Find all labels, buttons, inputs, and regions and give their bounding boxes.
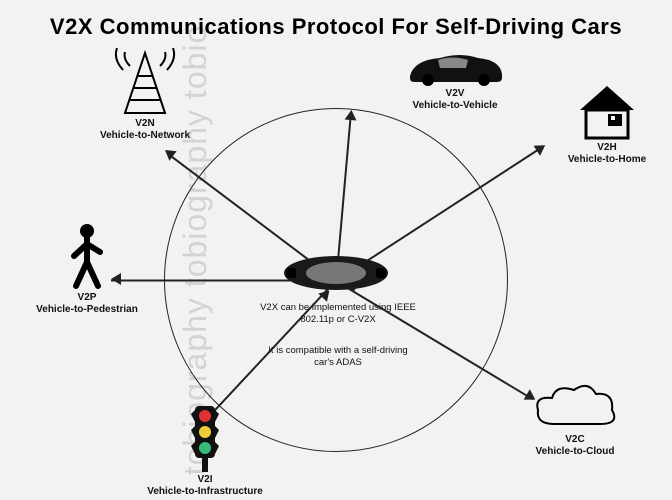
node-v2p: V2P Vehicle-to-Pedestrian <box>32 222 142 316</box>
arrowhead-v2h-out <box>534 140 549 156</box>
node-v2c: V2C Vehicle-to-Cloud <box>510 380 640 458</box>
diagram-title: V2X Communications Protocol For Self-Dri… <box>0 14 672 40</box>
pedestrian-icon <box>64 222 110 292</box>
node-v2n: V2N Vehicle-to-Network <box>85 48 205 142</box>
house-icon <box>574 82 640 142</box>
node-v2v: V2V Vehicle-to-Vehicle <box>380 46 530 112</box>
center-car-icon <box>278 248 394 298</box>
traffic-light-icon <box>183 404 227 474</box>
node-v2i: V2I Vehicle-to-Infrastructure <box>130 404 280 498</box>
node-v2p-label: V2P Vehicle-to-Pedestrian <box>32 292 142 316</box>
center-text-2: It is compatible with a self-driving car… <box>258 345 418 370</box>
node-v2n-label: V2N Vehicle-to-Network <box>85 118 205 142</box>
cloud-icon <box>530 380 620 434</box>
center-text-1: V2X can be implemented using IEEE 802.11… <box>258 302 418 327</box>
node-v2h-label: V2H Vehicle-to-Home <box>552 142 662 166</box>
arrowhead-v2v-out <box>345 109 358 120</box>
node-v2v-label: V2V Vehicle-to-Vehicle <box>380 88 530 112</box>
tower-icon <box>105 48 185 118</box>
car-icon <box>400 46 510 88</box>
node-v2i-label: V2I Vehicle-to-Infrastructure <box>130 474 280 498</box>
node-v2c-label: V2C Vehicle-to-Cloud <box>510 434 640 458</box>
node-v2h: V2H Vehicle-to-Home <box>552 82 662 166</box>
